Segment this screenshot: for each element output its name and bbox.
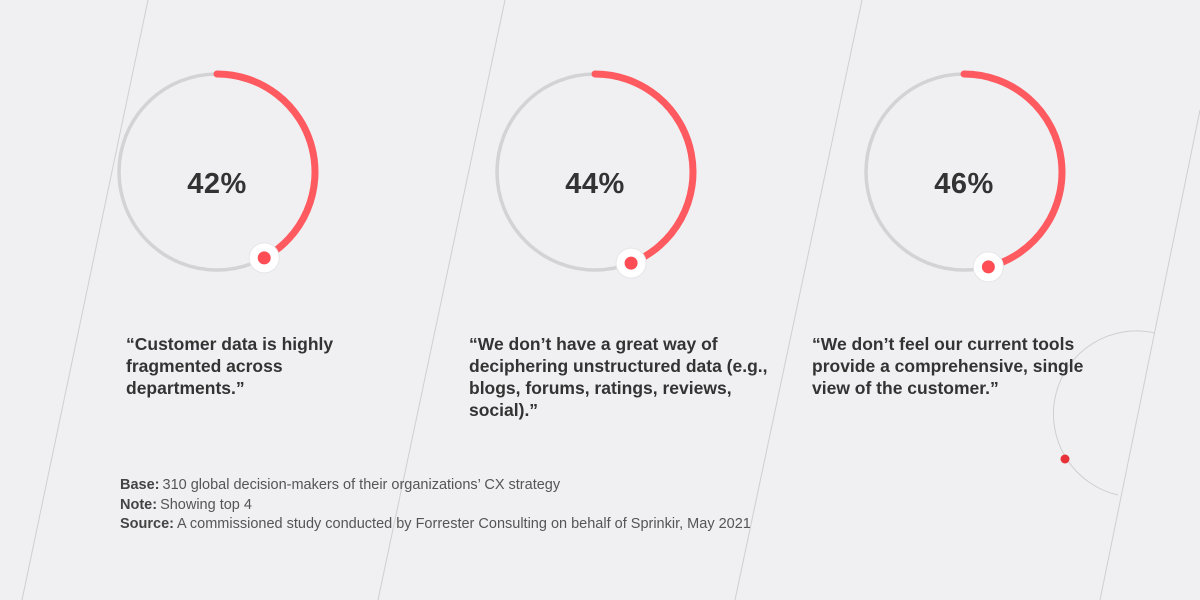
divider-line [1099, 109, 1200, 600]
divider-line [377, 0, 506, 600]
divider-line [734, 0, 863, 600]
divider-line [21, 0, 149, 600]
base-text: 310 global decision-makers of their orga… [162, 477, 561, 493]
quote-text: “Customer data is highly fragmented acro… [126, 334, 334, 398]
source-label: Source: [120, 516, 174, 532]
donut-progress-arc [213, 70, 319, 262]
note-text: Showing top 4 [160, 496, 252, 513]
quote-text: “We don’t feel our current tools provide… [812, 334, 1084, 398]
donut-progress-arc [960, 70, 1066, 271]
source-text: A commissioned study conducted by Forres… [177, 516, 751, 532]
donut-chart [864, 70, 1066, 283]
percentage-value: 46% [934, 168, 994, 200]
note-label: Note: [120, 496, 158, 513]
note-line: Note: Showing top 4 [120, 496, 751, 516]
footnotes: Base: 310 global decision-makers of their… [120, 476, 751, 535]
base-note: Base: 310 global decision-makers of their… [120, 476, 751, 496]
decorative-arc [1052, 330, 1156, 496]
donut-end-dot [981, 260, 995, 274]
donut-chart [117, 70, 319, 274]
stat-card: 44% “We don’t have a great way of deciph… [469, 0, 818, 440]
decorative-dot [1060, 454, 1070, 464]
quote-text: “We don’t have a great way of decipherin… [469, 334, 768, 420]
donut-progress-arc [591, 70, 697, 267]
stat-card: 42% “Customer data is highly fragmented … [100, 0, 440, 440]
donut-chart [495, 70, 697, 279]
source-note: Source: A commissioned study conducted by… [120, 515, 751, 535]
percentage-value: 44% [565, 168, 625, 200]
donut-end-dot [624, 256, 638, 270]
stat-card: 46% “We don’t feel our current tools pro… [812, 0, 1187, 440]
base-label: Base: [120, 477, 160, 493]
percentage-value: 42% [187, 168, 247, 200]
donut-end-dot [257, 251, 271, 265]
